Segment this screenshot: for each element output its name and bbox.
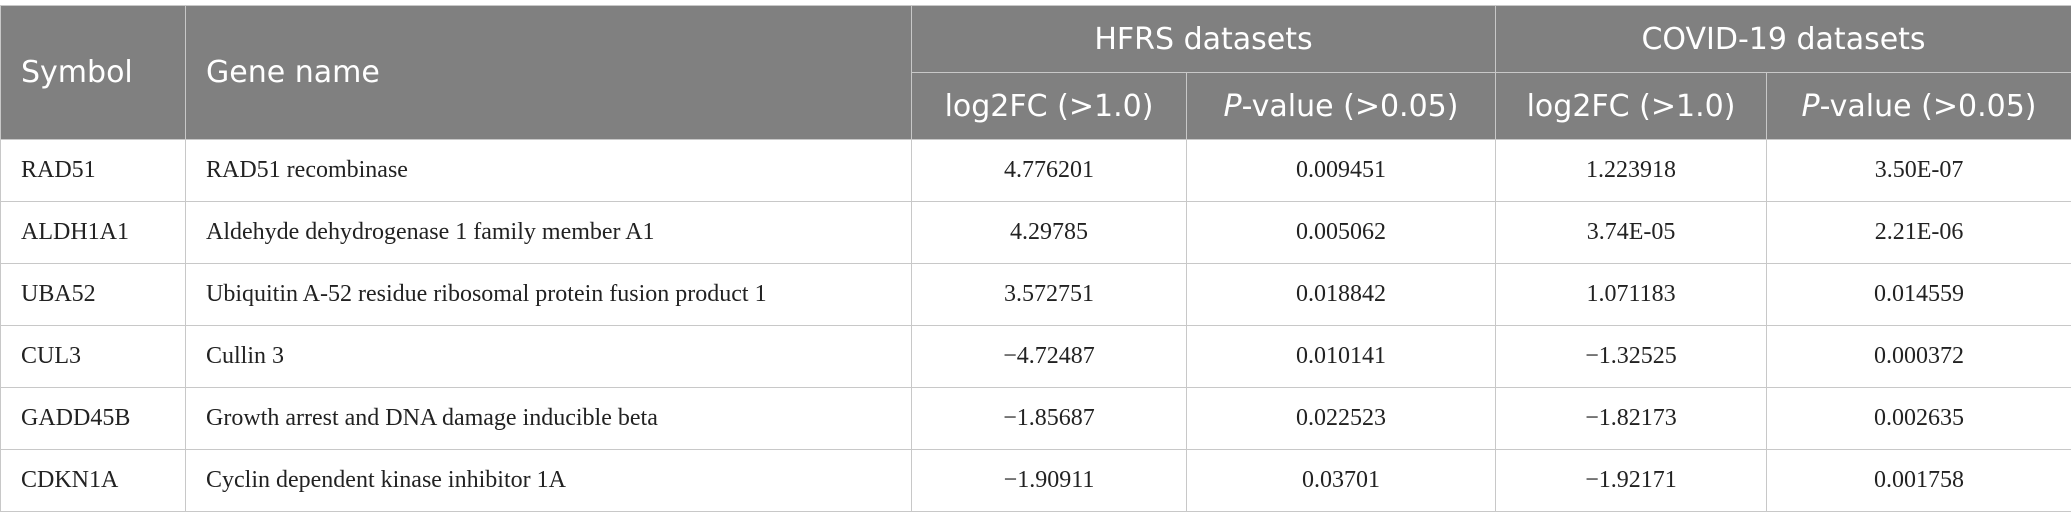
italic-text: P (1223, 88, 1242, 124)
sub-header: log2FC (>1.0) (1495, 72, 1768, 140)
sub-header: P-value (>0.05) (1766, 72, 2071, 140)
table-cell: RAD51 (0, 139, 186, 202)
sub-header: log2FC (>1.0) (911, 72, 1187, 140)
table-cell: 0.005062 (1185, 201, 1497, 264)
table-cell: 0.001758 (1766, 449, 2071, 512)
table-cell: −1.85687 (911, 387, 1187, 450)
table-cell: Ubiquitin A-52 residue ribosomal protein… (185, 263, 912, 326)
table-cell: Cullin 3 (185, 325, 912, 388)
table-row: RAD51 RAD51 recombinase 4.776201 0.009451 1.… (0, 139, 2071, 202)
table-cell: 0.010141 (1185, 325, 1497, 388)
group-header: HFRS datasets (910, 5, 1497, 73)
table-cell: Cyclin dependent kinase inhibitor 1A (185, 449, 912, 512)
header-cell: Gene name (185, 5, 912, 140)
header-text: log2FC (>1.0) (1526, 88, 1736, 124)
table-cell: 0.000372 (1766, 325, 2071, 388)
table-cell: CUL3 (0, 325, 186, 388)
table-cell: 1.223918 (1495, 139, 1768, 202)
table-cell: Aldehyde dehydrogenase 1 family member A… (185, 201, 912, 264)
table-cell: Growth arrest and DNA damage inducible b… (185, 387, 912, 450)
header-text: -value (>0.05) (1819, 88, 2037, 124)
table-cell: CDKN1A (0, 449, 186, 512)
header-text: -value (>0.05) (1241, 88, 1459, 124)
header-cell: Symbol (0, 5, 186, 140)
table-cell: 3.74E-05 (1495, 201, 1768, 264)
table-cell: 0.03701 (1185, 449, 1497, 512)
table-cell: −1.92171 (1495, 449, 1768, 512)
table-row: CDKN1A Cyclin dependent kinase inhibitor … (0, 449, 2071, 512)
table-cell: −1.90911 (911, 449, 1187, 512)
header-text: log2FC (>1.0) (944, 88, 1154, 124)
table-cell: 1.071183 (1495, 263, 1768, 326)
table-cell: GADD45B (0, 387, 186, 450)
table-cell: −1.32525 (1495, 325, 1768, 388)
table-cell: 3.572751 (911, 263, 1187, 326)
table-cell: 0.014559 (1766, 263, 2071, 326)
table-cell: RAD51 recombinase (185, 139, 912, 202)
table-cell: 0.022523 (1185, 387, 1497, 450)
table-cell: −1.82173 (1495, 387, 1768, 450)
table-cell: −4.72487 (911, 325, 1187, 388)
table-cell: 0.009451 (1185, 139, 1497, 202)
table-cell: 0.018842 (1185, 263, 1497, 326)
table-cell: 4.29785 (911, 201, 1187, 264)
italic-text: P (1801, 88, 1820, 124)
table-cell: 0.002635 (1766, 387, 2071, 450)
table-cell: 2.21E-06 (1766, 201, 2071, 264)
table-cell: 4.776201 (911, 139, 1187, 202)
table-cell: 3.50E-07 (1766, 139, 2071, 202)
data-table: Symbol Gene name HFRS datasets COVID-19 … (0, 5, 2071, 512)
table-row: GADD45B Growth arrest and DNA damage indu… (0, 387, 2071, 450)
group-header: COVID-19 datasets (1495, 5, 2071, 73)
table-cell: UBA52 (0, 263, 186, 326)
table-row: UBA52 Ubiquitin A-52 residue ribosomal pr… (0, 263, 2071, 326)
sub-header: P-value (>0.05) (1185, 72, 1497, 140)
table-cell: ALDH1A1 (0, 201, 186, 264)
table-row: ALDH1A1 Aldehyde dehydrogenase 1 family m… (0, 201, 2071, 264)
table-row: CUL3 Cullin 3 −4.72487 0.010141 −1.32525 0.00… (0, 325, 2071, 388)
